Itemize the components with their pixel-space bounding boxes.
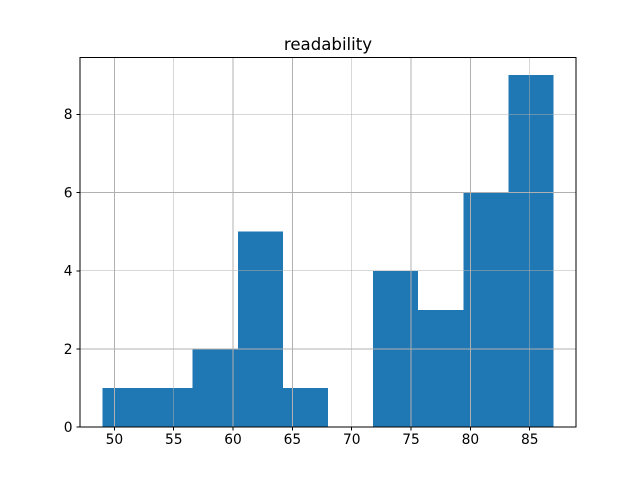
axes-frame: [79, 57, 577, 428]
histogram-bar: [192, 348, 238, 428]
y-tick-label: 0: [64, 420, 73, 436]
tick-labels-layer: 50 55 60 65 70 75 80 85 0 2 4 6 8: [64, 107, 539, 448]
y-tick-label: 2: [64, 342, 73, 358]
histogram-bar: [508, 75, 554, 428]
axes-layer: [76, 57, 577, 431]
histogram-bar: [147, 388, 193, 428]
histogram-bar: [282, 388, 328, 428]
histogram-bar: [237, 231, 283, 428]
x-tick-label: 50: [106, 432, 124, 448]
x-tick-label: 85: [521, 432, 539, 448]
chart-title: readability: [284, 35, 372, 54]
histogram-bar: [102, 388, 148, 428]
x-tick-label: 75: [402, 432, 420, 448]
bars-layer: [102, 75, 554, 428]
x-tick-label: 65: [284, 432, 302, 448]
histogram-bar: [418, 309, 464, 428]
x-tick-label: 80: [462, 432, 480, 448]
x-tick-label: 60: [224, 432, 242, 448]
grid-layer: [80, 57, 576, 428]
x-tick-label: 70: [343, 432, 361, 448]
x-tick-label: 55: [165, 432, 183, 448]
y-tick-label: 8: [64, 107, 73, 123]
y-tick-label: 6: [64, 185, 73, 201]
y-tick-label: 4: [64, 264, 73, 280]
